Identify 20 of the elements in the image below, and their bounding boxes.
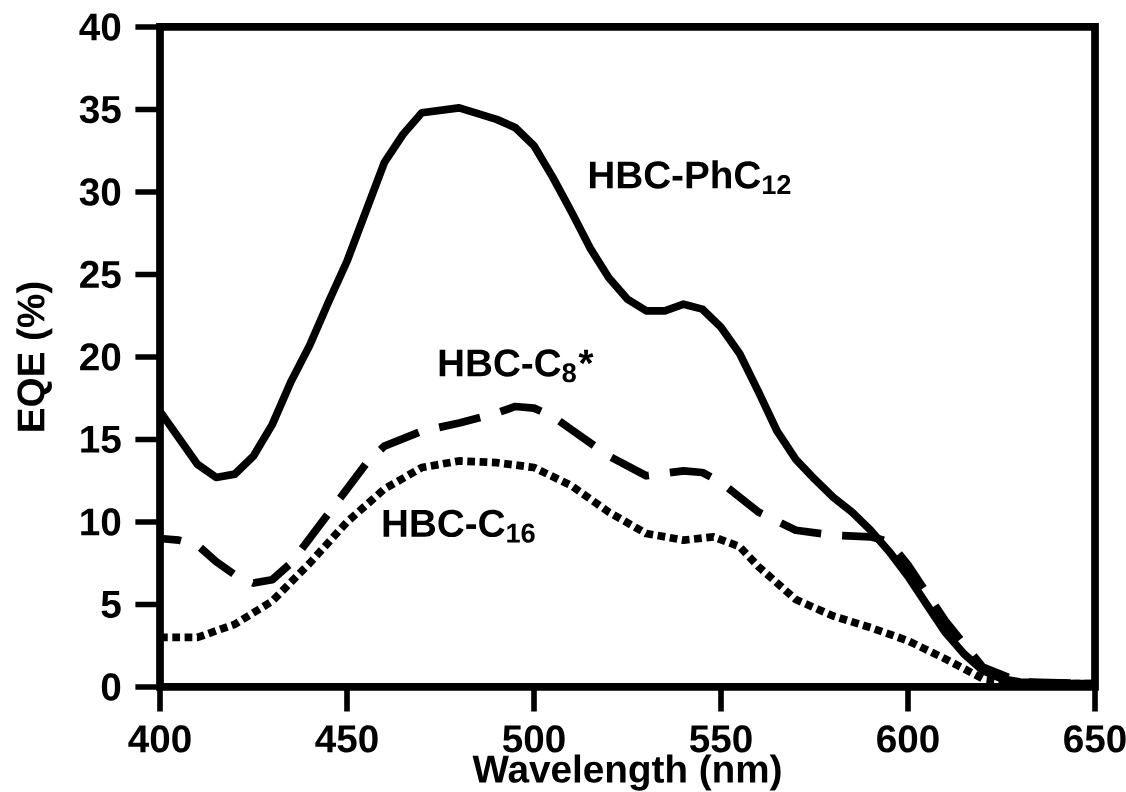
y-tick-label: 30 (79, 178, 121, 206)
x-tick-label: 500 (502, 725, 565, 753)
y-tick-label: 0 (101, 673, 121, 701)
series-label: HBC-C$_{8}$* (439, 349, 594, 383)
series-label: HBC-PhC$_{12}$ (589, 160, 791, 195)
series-label: HBC-C$_{16}$ (383, 509, 535, 543)
y-tick-label: 40 (79, 13, 121, 41)
x-tick-label: 450 (315, 725, 378, 753)
y-tick-label: 15 (81, 426, 121, 453)
y-tick-label: 35 (79, 95, 121, 124)
y-tick-label: 10 (81, 508, 121, 536)
x-tick-label: 400 (128, 725, 191, 753)
y-tick-label: 5 (101, 591, 121, 618)
y-axis-title: EQE (%) (16, 282, 53, 431)
x-axis-title: Wavelength (nm) (472, 754, 781, 791)
x-tick-label: 650 (1064, 725, 1126, 753)
y-tick-label: 20 (80, 343, 121, 371)
x-tick-label: 550 (689, 725, 752, 753)
y-tick-label: 25 (80, 260, 121, 289)
x-tick-label: 600 (877, 725, 939, 753)
